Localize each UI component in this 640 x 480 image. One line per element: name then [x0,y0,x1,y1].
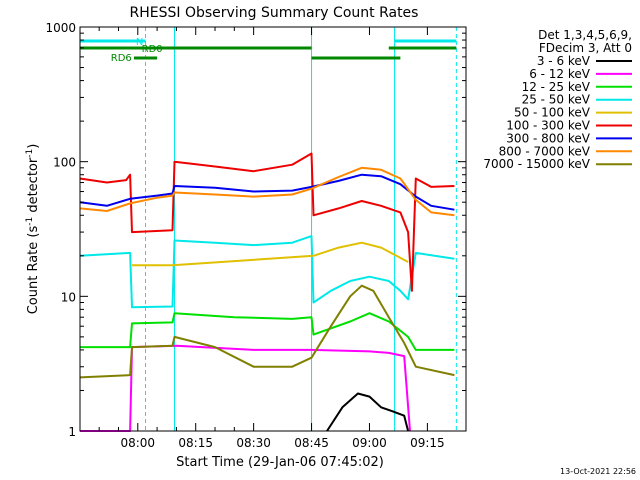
x-tick-label: 09:15 [410,436,445,450]
legend-label: 25 - 50 keV [522,93,591,107]
legend-label: 3 - 6 keV [537,54,591,68]
series-line-6-12-kevkev [80,344,411,432]
generation-timestamp: 13-Oct-2021 22:56 [560,467,636,476]
legend-label: 300 - 800 keV [506,131,590,145]
series-line-50-100-kevkev [132,241,409,267]
x-tick-label: 08:45 [294,436,329,450]
series-layer [79,152,455,432]
legend-label: 12 - 25 keV [522,80,591,94]
legend-header-line-1: Det 1,3,4,5,6,9, [538,28,632,42]
series-line-800-7000-kevkev [79,166,455,217]
series-line-300-800-kevkev [79,173,455,211]
y-tick-label: 1000 [45,21,76,35]
x-tick-label: 08:15 [178,436,213,450]
legend-label: 800 - 7000 keV [499,144,591,158]
y-axis-label: Count Rate (s-1 detector-1) [25,144,41,315]
x-tick-label: 08:00 [120,436,155,450]
x-tick-label: 09:00 [352,436,387,450]
y-tick-label: 10 [61,290,76,304]
x-axis-label: Start Time (29-Jan-06 07:45:02) [176,455,384,470]
legend-header-line-2: FDecim 3, Att 0 [539,41,632,55]
legend: Det 1,3,4,5,6,9, FDecim 3, Att 0 3 - 6 k… [483,28,632,171]
series-line-12-25-kevkev [80,312,455,351]
y-tick-label: 1 [68,425,76,439]
chart-title: RHESSI Observing Summary Count Rates [130,5,419,21]
legend-label: 100 - 300 keV [506,119,590,133]
legend-label: 50 - 100 keV [514,106,591,120]
plot-frame [79,26,467,432]
axes: 1 10 100 1000 08:00 08:15 08:30 08:45 09:00 09:15 [45,21,466,450]
series-line-7000-15000-kevkev [79,284,455,379]
y-tick-label: 100 [53,156,76,170]
series-line-25-50-kevkev [79,235,455,309]
series-line-3-6-kevkev [326,392,410,432]
legend-label: 6 - 12 keV [529,67,591,81]
flag-label-rd0: RD0 [142,44,163,55]
legend-label: 7000 - 15000 keV [483,157,590,171]
x-tick-label: 08:30 [236,436,271,450]
flag-label-n: N [136,37,143,48]
flag-label-rd6: RD6 [111,53,132,64]
series-line-100-300-kevkev [79,152,455,292]
